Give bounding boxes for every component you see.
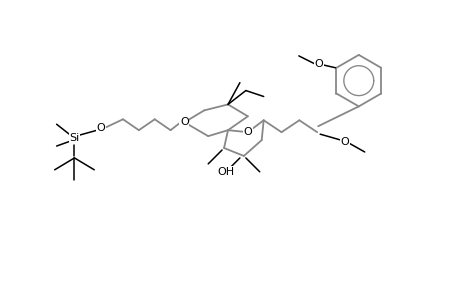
Text: O: O — [96, 123, 106, 133]
Text: O: O — [179, 117, 188, 127]
Text: O: O — [340, 137, 348, 147]
Text: OH: OH — [217, 167, 234, 177]
Text: O: O — [340, 137, 348, 147]
Text: Si: Si — [69, 133, 79, 143]
Text: O: O — [96, 123, 106, 133]
Text: O: O — [243, 127, 252, 137]
Text: Si: Si — [69, 133, 79, 143]
Text: O: O — [179, 117, 188, 127]
Text: O: O — [313, 59, 322, 69]
Text: OH: OH — [217, 167, 234, 177]
Text: O: O — [313, 59, 322, 69]
Text: O: O — [243, 127, 252, 137]
